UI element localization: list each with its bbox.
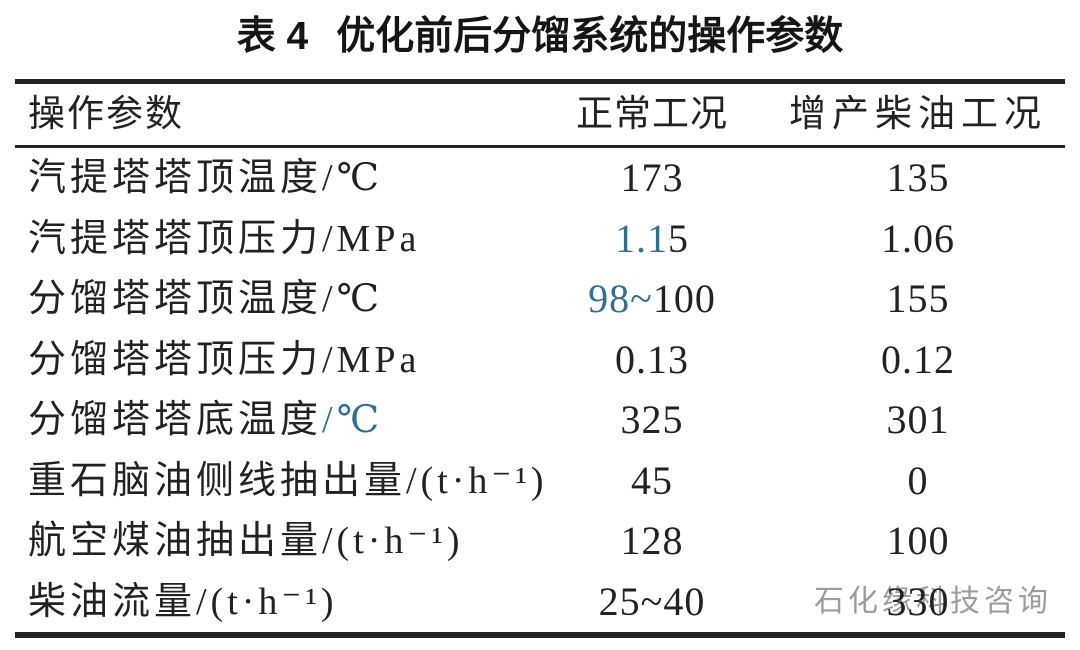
normal-value: 173 — [620, 155, 684, 201]
normal-value: 0.13 — [615, 336, 689, 382]
table-row: 汽提塔塔顶温度/℃ 173 135 — [15, 148, 1065, 209]
header-normal: 正常工况 — [576, 94, 728, 135]
diesel-value-cell: 0 — [907, 457, 929, 503]
normal-value-cell: 98~100 — [533, 279, 771, 319]
normal-value: 45 — [631, 457, 673, 503]
param-label-cell: 航空煤油抽出量/(t·h⁻¹) — [15, 522, 533, 560]
param-label: 分馏塔塔底温度 — [28, 399, 323, 442]
param-label-cell: 分馏塔塔顶压力/MPa — [15, 341, 533, 379]
diesel-value-cell: 330 — [886, 578, 950, 624]
param-label-accent: /℃ — [322, 399, 384, 442]
normal-value-cell: 25~40 — [533, 578, 771, 624]
table-header-row: 操作参数 正常工况 增产柴油工况 — [15, 84, 1065, 145]
diesel-value-cell: 100 — [886, 518, 950, 564]
param-label-cell: 分馏塔塔底温度/℃ — [15, 401, 533, 439]
normal-value: 5 — [668, 215, 689, 261]
param-label: 重石脑油侧线抽出量/(t·h⁻¹) — [28, 459, 548, 502]
diesel-value-cell: 1.06 — [881, 215, 955, 261]
param-label: 分馏塔塔顶压力/MPa — [28, 338, 421, 381]
table-title-text: 优化前后分馏系统的操作参数 — [336, 15, 844, 58]
diesel-value-cell: 0.12 — [881, 336, 955, 382]
normal-value: 25~40 — [598, 578, 706, 624]
watermark-text: 石化缘科技咨询 — [814, 585, 1052, 618]
table-row: 分馏塔塔顶压力/MPa 0.13 0.12 — [15, 330, 1065, 391]
param-label: 汽提塔塔顶温度/℃ — [28, 157, 384, 200]
table-row: 柴油流量/(t·h⁻¹) 25~40 330 — [15, 572, 1065, 633]
table-bottom-rule — [15, 632, 1065, 638]
table-header-rule — [15, 145, 1065, 148]
normal-value-cell: 128 — [533, 521, 771, 561]
table-row: 航空煤油抽出量/(t·h⁻¹) 128 100 — [15, 511, 1065, 572]
param-label-cell: 汽提塔塔顶压力/MPa — [15, 220, 533, 258]
normal-value-cell: 45 — [533, 457, 771, 503]
normal-value: 100 — [652, 276, 716, 322]
param-label-cell: 分馏塔塔顶温度/℃ — [15, 280, 533, 318]
header-param: 操作参数 — [28, 94, 184, 135]
normal-value-cell: 1.15 — [533, 215, 771, 261]
table-row: 分馏塔塔底温度/℃ 325 301 — [15, 390, 1065, 451]
normal-value-accent: 1.1 — [615, 215, 668, 261]
diesel-value-cell: 155 — [886, 276, 950, 322]
table-top-rule — [15, 79, 1065, 84]
table-title: 表 4 优化前后分馏系统的操作参数 — [0, 14, 1080, 60]
param-label: 柴油流量/(t·h⁻¹) — [28, 580, 338, 623]
normal-value-cell: 325 — [533, 400, 771, 440]
param-label: 汽提塔塔顶压力/MPa — [28, 217, 421, 260]
table-number: 表 4 — [236, 15, 309, 58]
normal-value: 128 — [620, 518, 684, 564]
param-label-cell: 汽提塔塔顶温度/℃ — [15, 159, 533, 197]
table-row: 重石脑油侧线抽出量/(t·h⁻¹) 45 0 — [15, 451, 1065, 512]
param-label: 分馏塔塔顶温度/℃ — [28, 278, 384, 321]
param-label-cell: 重石脑油侧线抽出量/(t·h⁻¹) — [15, 462, 544, 500]
diesel-value-cell: 135 — [886, 155, 950, 201]
header-diesel: 增产柴油工况 — [789, 94, 1047, 135]
param-label: 航空煤油抽出量/(t·h⁻¹) — [28, 520, 464, 563]
normal-value-accent: 98~ — [588, 276, 653, 322]
normal-value-cell: 0.13 — [533, 336, 771, 382]
table-row: 汽提塔塔顶压力/MPa 1.15 1.06 — [15, 209, 1065, 270]
normal-value: 325 — [620, 397, 684, 443]
diesel-value-cell: 301 — [886, 397, 950, 443]
param-label-cell: 柴油流量/(t·h⁻¹) — [15, 583, 533, 621]
normal-value-cell: 173 — [533, 158, 771, 198]
parameters-table: 操作参数 正常工况 增产柴油工况 汽提塔塔顶温度/℃ 173 135 汽提塔塔顶… — [15, 79, 1065, 638]
table-row: 分馏塔塔顶温度/℃ 98~100 155 — [15, 269, 1065, 330]
